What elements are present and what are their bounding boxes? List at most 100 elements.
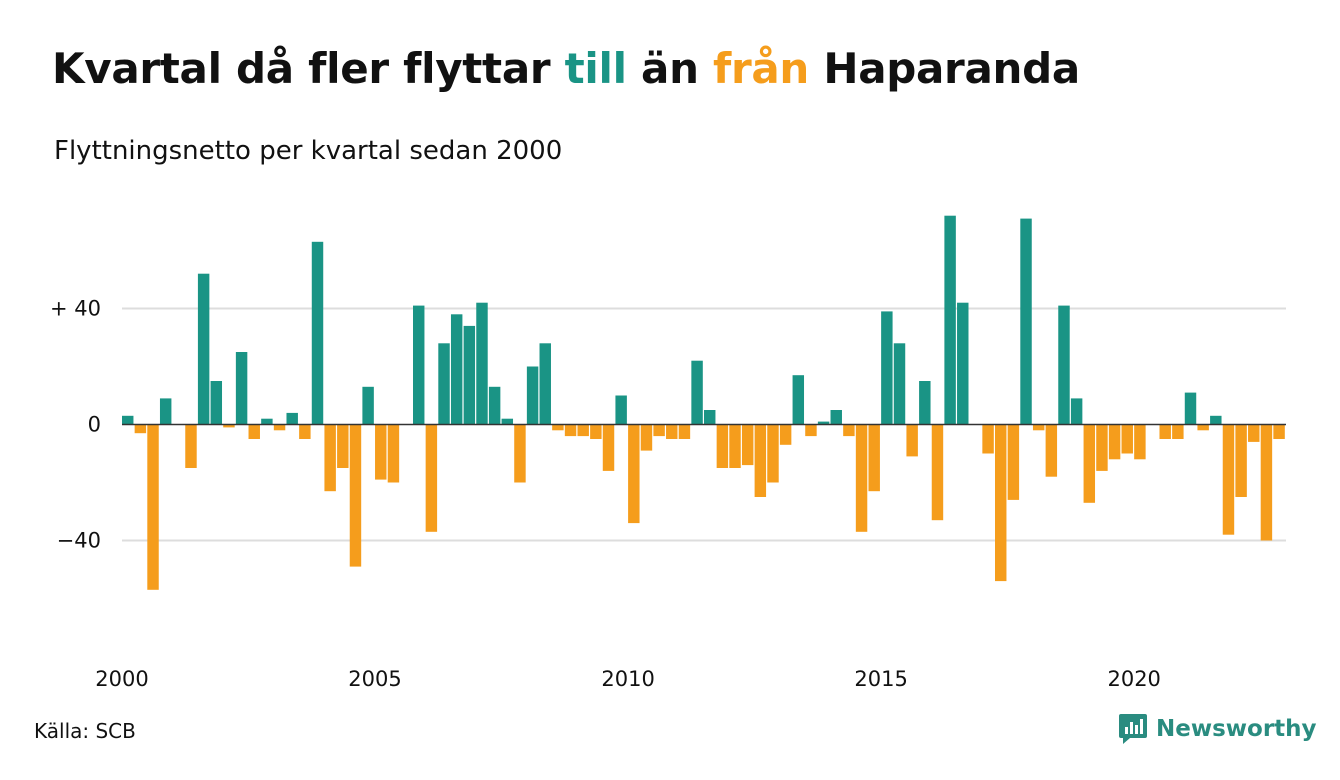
- bar: [1235, 424, 1247, 497]
- y-tick-label: + 40: [50, 297, 101, 321]
- bar: [552, 424, 564, 431]
- x-tick-label: 2005: [348, 667, 401, 691]
- bar: [1248, 424, 1260, 442]
- bar: [1121, 424, 1133, 454]
- bar: [1070, 398, 1083, 425]
- bar: [893, 343, 906, 425]
- bar: [944, 215, 956, 425]
- bar: [425, 424, 438, 532]
- bar: [185, 424, 197, 468]
- bar: [843, 424, 855, 437]
- bar: [375, 424, 387, 480]
- x-axis-tick-labels: 2000 2005 2010 2015 2020: [95, 667, 1161, 691]
- bar: [337, 424, 349, 468]
- bar: [463, 325, 476, 425]
- bar: [792, 375, 805, 425]
- bar: [235, 352, 248, 425]
- x-tick-label: 2000: [95, 667, 148, 691]
- title-part-1: Kvartal då fler flyttar: [52, 44, 565, 93]
- bar: [248, 424, 260, 439]
- bar: [1096, 424, 1108, 471]
- bar: [805, 424, 817, 437]
- y-axis-tick-labels: + 40 0 −40: [50, 297, 101, 553]
- bar: [1222, 424, 1235, 535]
- bar: [1172, 424, 1184, 439]
- bar: [691, 360, 703, 425]
- bar: [931, 424, 944, 521]
- newsworthy-chart-bubble-icon: [1119, 714, 1147, 744]
- bar: [286, 412, 298, 425]
- bar: [906, 424, 918, 457]
- bar: [362, 386, 374, 425]
- bar: [678, 424, 691, 439]
- title-part-2: än: [626, 44, 713, 93]
- title-word-till: till: [564, 44, 627, 93]
- brand-name: Newsworthy: [1156, 716, 1317, 742]
- bar: [1083, 424, 1096, 503]
- bar: [1273, 424, 1285, 439]
- bar: [450, 314, 463, 425]
- bar: [666, 424, 678, 439]
- bar: [1197, 424, 1209, 431]
- bar: [590, 424, 602, 439]
- bar: [653, 424, 665, 437]
- bar: [830, 410, 842, 425]
- x-tick-label: 2010: [601, 667, 654, 691]
- source-note: Källa: SCB: [34, 719, 136, 743]
- bar: [539, 343, 551, 425]
- title-part-3: Haparanda: [809, 44, 1080, 93]
- bar: [919, 381, 931, 425]
- bar: [210, 381, 223, 425]
- bar: [324, 424, 336, 492]
- bar: [817, 421, 830, 425]
- bar: [1032, 424, 1045, 431]
- bar: [413, 305, 425, 425]
- bar: [299, 424, 311, 439]
- bar: [982, 424, 994, 454]
- y-tick-label: −40: [57, 529, 101, 553]
- bar: [1058, 305, 1070, 425]
- bar: [526, 366, 539, 425]
- bar: [134, 424, 147, 434]
- bar: [197, 273, 210, 425]
- bar: [159, 398, 172, 425]
- bar: [261, 418, 273, 425]
- bar: [514, 424, 526, 483]
- x-tick-label: 2020: [1107, 667, 1160, 691]
- bar: [1045, 424, 1058, 477]
- bar: [1210, 415, 1222, 425]
- bar: [729, 424, 741, 468]
- chart-subtitle: Flyttningsnetto per kvartal sedan 2000: [54, 136, 563, 166]
- bar: [1007, 424, 1020, 500]
- bar: [1020, 218, 1032, 425]
- bar: [438, 343, 450, 425]
- bar: [577, 424, 589, 437]
- bar: [628, 424, 640, 524]
- bar: [716, 424, 729, 468]
- bar: [1260, 424, 1273, 541]
- y-tick-label: 0: [88, 413, 101, 437]
- bar: [615, 395, 627, 425]
- bar: [855, 424, 868, 532]
- bar: [387, 424, 400, 483]
- bar: [1159, 424, 1171, 439]
- bar: [640, 424, 653, 451]
- title-word-fran: från: [713, 44, 810, 93]
- bar: [1108, 424, 1121, 460]
- brand-logo: Newsworthy: [1118, 712, 1317, 746]
- bar: [957, 302, 969, 425]
- bar: [767, 424, 779, 483]
- bar: [704, 410, 716, 425]
- bar: [741, 424, 754, 466]
- bar: [501, 418, 514, 425]
- bars: [122, 215, 1285, 590]
- bar: [602, 424, 615, 471]
- chart-title: Kvartal då fler flyttar till än från Hap…: [52, 44, 1080, 93]
- bar: [754, 424, 767, 497]
- bar: [223, 424, 235, 428]
- bar: [564, 424, 577, 437]
- bar: [122, 415, 134, 425]
- bar: [349, 424, 362, 567]
- bar: [311, 241, 324, 425]
